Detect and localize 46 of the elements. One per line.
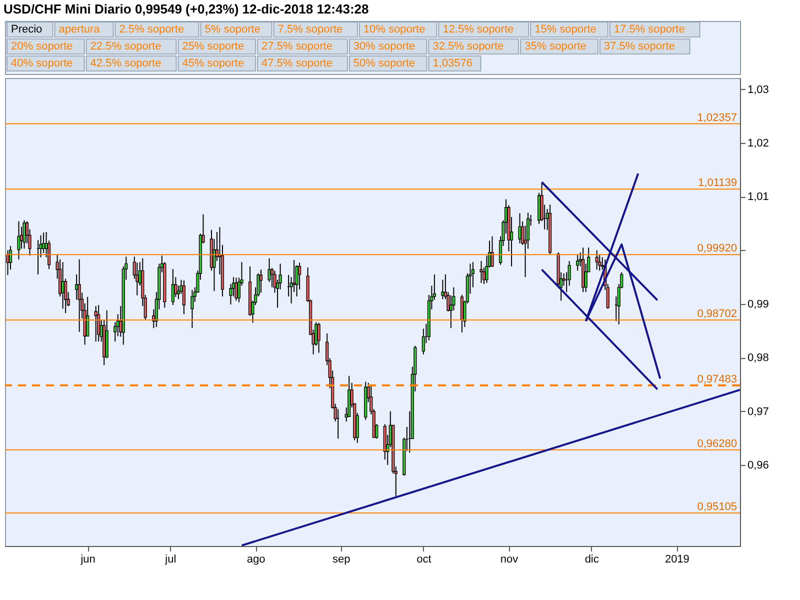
text: 7.5% soporte	[278, 24, 343, 36]
text: 35% soporte	[524, 40, 586, 52]
text: 22.5% soporte	[90, 40, 162, 52]
y-tick-label: 0,96	[748, 459, 769, 472]
text: 47.5% soporte	[262, 58, 332, 70]
text: 10% soporte	[363, 24, 426, 36]
x-tick-label: 2019	[664, 554, 690, 566]
ref-line-label: 0,96280	[697, 438, 737, 450]
x-tick-label: sep	[332, 554, 350, 566]
text: 42.5% soporte	[90, 58, 162, 70]
x-tick-label: dic	[584, 554, 600, 566]
y-tick-label: 1,01	[748, 191, 769, 204]
text: 40% soporte	[11, 58, 73, 70]
ref-line-label: 0,97483	[697, 373, 737, 386]
text: 17.5% soporte	[614, 24, 685, 36]
text: 45% soporte	[182, 58, 244, 70]
text: 37.5% soporte	[604, 40, 675, 52]
text: 5% soporte	[204, 24, 260, 36]
ref-line-label: 0,98702	[697, 308, 737, 320]
x-tick-label: ago	[246, 554, 266, 566]
text: 25% soporte	[182, 40, 244, 52]
ref-line-label: 0,99920	[697, 242, 737, 255]
chart-title: USD/CHF Mini Diario 0,99549 (+0,23%) 12-dic-2018 12:43:28	[4, 2, 369, 16]
y-tick-label: 1,02	[748, 137, 769, 150]
x-tick-label: jul	[164, 554, 176, 566]
text: 50% soporte	[353, 58, 416, 70]
text: 20% soporte	[11, 40, 73, 52]
ref-line-label: 1,02357	[697, 112, 737, 124]
text: 15% soporte	[534, 24, 596, 36]
ref-line-label: 1,01139	[698, 177, 737, 190]
y-tick-label: 0,98	[748, 352, 769, 364]
y-tick-label: 0,97	[748, 406, 769, 418]
ref-line-label: 0,95105	[697, 500, 737, 513]
text: 27.5% soporte	[262, 40, 332, 52]
y-tick-label: 0,99	[748, 298, 769, 310]
x-tick-label: nov	[500, 554, 519, 566]
x-tick-label: jun	[80, 554, 96, 566]
text: 32.5% soporte	[432, 40, 504, 52]
text: 2.5% soporte	[119, 24, 184, 36]
text: 1,03576	[432, 58, 472, 70]
x-tick-label: oct	[416, 554, 432, 566]
text: 30% soporte	[353, 40, 416, 52]
y-tick-label: 1,03	[748, 84, 769, 96]
text: Precio	[11, 24, 42, 36]
text: 12.5% soporte	[442, 24, 514, 36]
text: apertura	[58, 24, 101, 36]
